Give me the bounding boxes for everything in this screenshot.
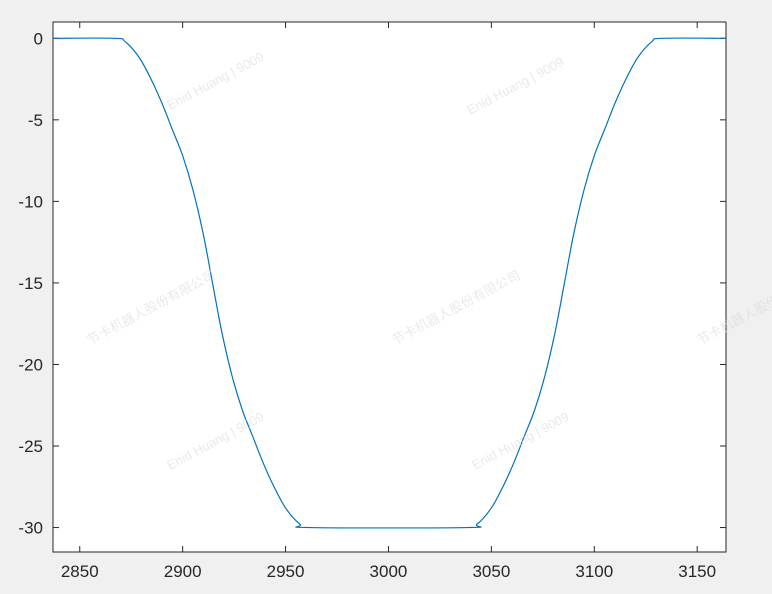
plot-area xyxy=(52,21,727,553)
y-tick-label: -10 xyxy=(18,192,43,211)
x-tick-label: 3100 xyxy=(575,562,613,581)
y-tick-label: -5 xyxy=(28,111,43,130)
axis-ticks: 2850 2900 2950 3000 3050 3100 3150 0 -5 -10 -15 -20… xyxy=(18,22,726,581)
y-tick-label: -15 xyxy=(18,274,43,293)
x-tick-label: 2850 xyxy=(61,562,99,581)
y-tick-label: -30 xyxy=(18,519,43,538)
x-tick-label: 3150 xyxy=(678,562,716,581)
y-tick-label: -25 xyxy=(18,437,43,456)
y-tick-label: 0 xyxy=(34,29,43,48)
x-tick-label: 2950 xyxy=(267,562,305,581)
series-line xyxy=(52,37,727,529)
x-tick-label: 2900 xyxy=(164,562,202,581)
x-tick-label: 3000 xyxy=(370,562,408,581)
y-tick-label: -20 xyxy=(18,355,43,374)
x-tick-label: 3050 xyxy=(472,562,510,581)
